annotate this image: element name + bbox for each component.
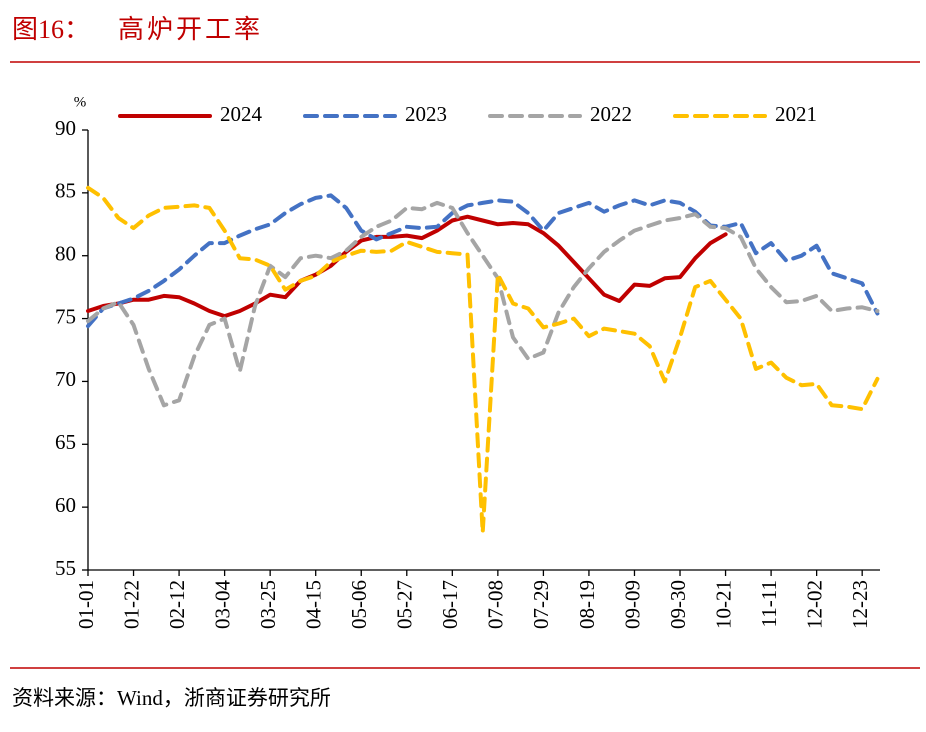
chart-title: 高炉开工率 [118, 15, 263, 44]
figure-label: 图16： [12, 15, 90, 44]
legend-label: 2023 [405, 102, 447, 126]
source: 资料来源：Wind，浙商证券研究所 [12, 686, 331, 710]
legend-label: 2024 [220, 102, 263, 126]
series-line [86, 185, 880, 535]
x-tick-label: 04-15 [302, 580, 326, 629]
y-tick-label: 60 [55, 493, 76, 517]
legend-label: 2021 [775, 102, 817, 126]
x-tick-label: 03-25 [256, 580, 280, 629]
x-tick-label: 05-27 [393, 580, 417, 629]
x-tick-label: 07-08 [484, 580, 508, 629]
x-tick-label: 01-01 [74, 580, 98, 629]
x-tick-label: 05-06 [347, 580, 371, 629]
y-tick-label: 55 [55, 556, 76, 580]
x-tick-label: 09-30 [666, 580, 690, 629]
x-tick-label: 03-04 [210, 580, 234, 629]
y-tick-label: 90 [55, 116, 76, 140]
y-tick-label: 75 [55, 304, 76, 328]
x-tick-label: 12-23 [848, 580, 872, 629]
x-tick-label: 11-11 [757, 580, 781, 627]
legend-label: 2022 [590, 102, 632, 126]
y-unit: % [74, 94, 87, 110]
y-tick-label: 85 [55, 179, 76, 203]
x-tick-label: 01-22 [119, 580, 143, 629]
y-tick-label: 70 [55, 367, 76, 391]
x-tick-label: 10-21 [711, 580, 735, 629]
x-tick-label: 12-02 [802, 580, 826, 629]
series-line [86, 193, 880, 329]
series-line [86, 200, 880, 408]
x-tick-label: 07-29 [529, 580, 553, 629]
x-tick-label: 06-17 [438, 580, 462, 629]
x-tick-label: 08-19 [575, 580, 599, 629]
x-tick-label: 09-09 [620, 580, 644, 629]
y-tick-label: 65 [55, 430, 76, 454]
x-tick-label: 02-12 [165, 580, 189, 629]
y-tick-label: 80 [55, 242, 76, 266]
series-line [86, 214, 728, 319]
